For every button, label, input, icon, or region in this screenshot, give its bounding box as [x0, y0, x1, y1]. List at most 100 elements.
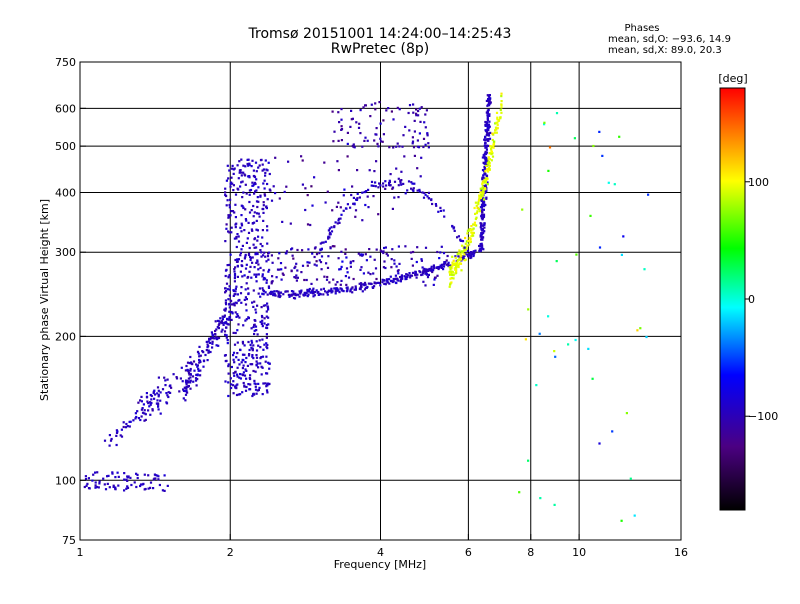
data-point [157, 395, 160, 398]
data-point [248, 353, 251, 356]
data-point [233, 167, 236, 170]
data-point [453, 267, 456, 270]
data-point [234, 301, 237, 304]
data-point [261, 393, 264, 396]
data-point [142, 403, 145, 406]
data-point [470, 231, 473, 234]
data-point [158, 483, 161, 487]
data-point [224, 299, 227, 302]
data-point [364, 104, 367, 107]
data-point [175, 376, 178, 379]
data-point [213, 337, 216, 340]
data-point [125, 422, 128, 426]
data-point [296, 269, 299, 272]
data-point [488, 114, 491, 117]
data-point [464, 248, 467, 251]
data-point [108, 444, 111, 447]
data-point [232, 384, 235, 387]
data-point [379, 284, 382, 287]
data-point [372, 195, 375, 198]
data-point [481, 185, 484, 188]
data-point [483, 170, 486, 173]
data-point [264, 159, 267, 162]
data-point [471, 233, 474, 236]
data-point [469, 251, 473, 254]
data-point [223, 314, 226, 317]
data-point [400, 278, 403, 281]
data-point [422, 137, 426, 140]
data-point [430, 269, 433, 272]
data-point [306, 288, 309, 291]
data-point [260, 158, 263, 161]
data-point [327, 255, 330, 258]
data-point [483, 223, 486, 226]
data-point [415, 260, 418, 264]
data-point [424, 113, 427, 116]
data-point [483, 187, 486, 190]
data-point [187, 380, 190, 383]
data-point [328, 231, 332, 234]
data-point [456, 263, 459, 266]
data-point [149, 393, 152, 397]
data-point [249, 265, 252, 268]
data-point [402, 134, 405, 137]
colorbar-tick-label: 0 [748, 293, 755, 306]
data-point [397, 272, 400, 275]
data-point [490, 149, 493, 152]
data-point [84, 475, 87, 478]
data-point [265, 389, 269, 392]
data-point [308, 287, 311, 291]
data-point [318, 259, 321, 262]
data-point [470, 229, 473, 232]
data-point [254, 190, 257, 193]
data-point [257, 366, 260, 369]
data-point [234, 193, 238, 196]
data-point [457, 235, 460, 238]
data-point [496, 118, 499, 121]
data-point [189, 376, 192, 379]
data-point [466, 232, 469, 235]
data-point [149, 486, 152, 489]
data-point [135, 472, 138, 475]
data-point [252, 204, 255, 208]
data-point [386, 254, 389, 257]
data-point [245, 219, 248, 222]
data-point [263, 343, 266, 346]
data-point [227, 276, 230, 279]
data-point [411, 264, 414, 267]
data-point [225, 336, 228, 339]
data-point [275, 290, 278, 293]
data-point [225, 194, 228, 198]
data-point [145, 395, 149, 398]
data-point [249, 258, 252, 262]
data-point [279, 262, 283, 265]
data-point [466, 249, 470, 252]
data-point [292, 293, 295, 296]
data-point [486, 183, 489, 186]
data-point [495, 131, 498, 134]
data-point [135, 485, 138, 489]
data-point [260, 322, 263, 325]
data-point [150, 398, 153, 401]
data-point [481, 195, 484, 198]
data-point [84, 478, 88, 481]
data-point [228, 288, 231, 291]
data-point [487, 138, 490, 141]
data-point [319, 261, 323, 264]
data-point [440, 263, 444, 266]
data-point [296, 248, 299, 252]
data-point [351, 286, 354, 289]
data-point [178, 390, 181, 393]
data-point [236, 329, 239, 332]
data-point [543, 123, 546, 126]
data-point [254, 325, 258, 328]
data-point [337, 139, 340, 142]
data-point [409, 276, 412, 279]
data-point [370, 282, 373, 286]
data-point [242, 364, 245, 367]
data-point [428, 269, 431, 272]
data-point [233, 270, 236, 273]
data-point [269, 189, 272, 192]
data-point [311, 252, 314, 255]
data-point [253, 319, 256, 322]
